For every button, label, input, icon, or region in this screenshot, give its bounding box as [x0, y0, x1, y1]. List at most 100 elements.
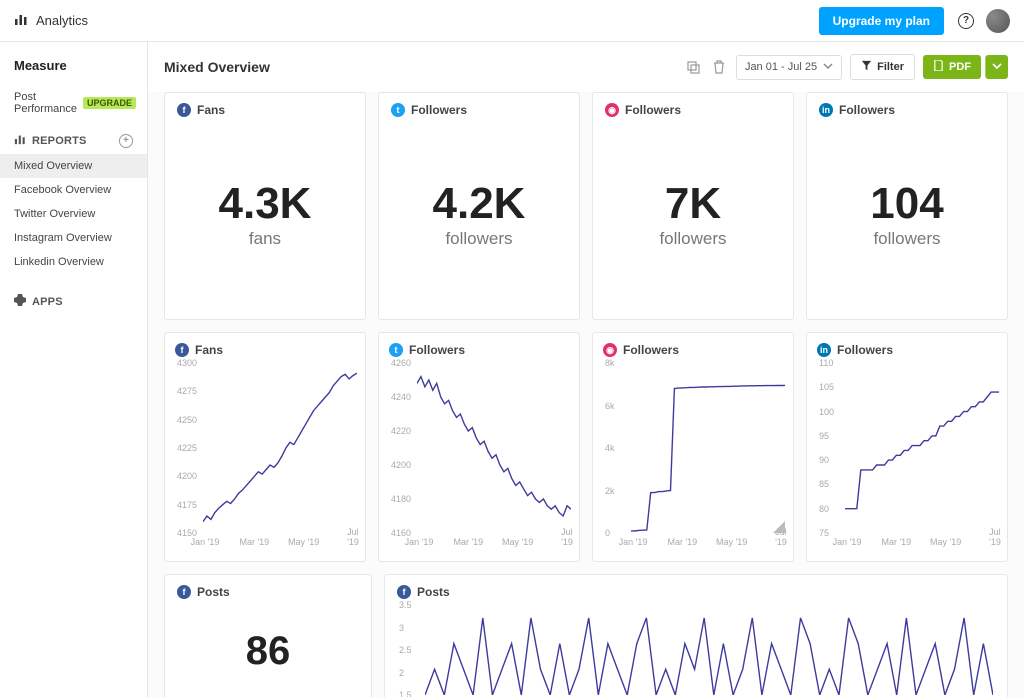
- fb-icon: f: [177, 103, 191, 117]
- delete-icon[interactable]: [710, 58, 728, 76]
- stat-value: 4.2K: [433, 179, 526, 229]
- y-tick-label: 4220: [391, 426, 411, 436]
- y-tick-label: 105: [819, 382, 834, 392]
- sidebar-reports-heading[interactable]: REPORTS +: [0, 127, 147, 154]
- analytics-icon: [14, 12, 28, 29]
- chart-title: Followers: [623, 343, 679, 357]
- y-tick-label: 80: [819, 504, 829, 514]
- x-tick-label: Jan '19: [619, 537, 648, 547]
- y-tick-label: 4k: [605, 443, 615, 453]
- y-tick-label: 4225: [177, 443, 197, 453]
- sidebar-reports-label: REPORTS: [32, 135, 87, 147]
- y-tick-label: 1.5: [399, 690, 412, 697]
- x-tick-label: May '19: [502, 537, 533, 547]
- sidebar-item-linkedin-overview[interactable]: Linkedin Overview: [0, 250, 147, 274]
- upgrade-plan-button[interactable]: Upgrade my plan: [819, 7, 944, 35]
- stat-value: 7K: [665, 179, 721, 229]
- y-tick-label: 3: [399, 623, 404, 633]
- filter-button[interactable]: Filter: [850, 54, 915, 80]
- alert-badge-icon: [773, 521, 785, 533]
- y-tick-label: 4175: [177, 500, 197, 510]
- y-tick-label: 2: [399, 668, 404, 678]
- y-tick-label: 0: [605, 528, 610, 538]
- ig-chart-card: ◉Followers8k6k4k2k0Jan '19Mar '19May '19…: [592, 332, 794, 562]
- y-tick-label: 4250: [177, 415, 197, 425]
- stat-title: Followers: [411, 103, 467, 117]
- page-title: Mixed Overview: [164, 59, 270, 75]
- tw-icon: t: [389, 343, 403, 357]
- y-tick-label: 4200: [177, 471, 197, 481]
- ig-icon: ◉: [603, 343, 617, 357]
- stat-title: Followers: [839, 103, 895, 117]
- filter-icon: [861, 60, 872, 74]
- y-tick-label: 4240: [391, 392, 411, 402]
- filter-label: Filter: [877, 61, 904, 73]
- stat-label: followers: [659, 229, 726, 249]
- brand: Analytics: [14, 12, 88, 29]
- x-tick-label: Mar '19: [881, 537, 911, 547]
- sidebar-post-performance[interactable]: Post Performance UPGRADE: [0, 85, 147, 121]
- reports-icon: [14, 133, 26, 148]
- y-tick-label: 75: [819, 528, 829, 538]
- x-tick-label: May '19: [930, 537, 961, 547]
- date-range-picker[interactable]: Jan 01 - Jul 25: [736, 55, 842, 80]
- posts-chart-card: f Posts 3.532.521.5: [384, 574, 1008, 697]
- stat-value: 104: [870, 179, 943, 229]
- li-icon: in: [817, 343, 831, 357]
- fb-chart-card: fFans4300427542504225420041754150Jan '19…: [164, 332, 366, 562]
- li-icon: in: [819, 103, 833, 117]
- upgrade-badge: UPGRADE: [83, 97, 136, 109]
- posts-stat-title: Posts: [197, 585, 230, 599]
- y-tick-label: 6k: [605, 401, 615, 411]
- posts-chart-title: Posts: [417, 585, 450, 599]
- x-tick-label: Jan '19: [191, 537, 220, 547]
- sidebar-item-instagram-overview[interactable]: Instagram Overview: [0, 226, 147, 250]
- apps-icon: [14, 294, 26, 309]
- sidebar-item-twitter-overview[interactable]: Twitter Overview: [0, 202, 147, 226]
- export-pdf-button[interactable]: PDF: [923, 55, 981, 79]
- sidebar-apps-label: APPS: [32, 296, 63, 308]
- sidebar-item-facebook-overview[interactable]: Facebook Overview: [0, 178, 147, 202]
- chart-title: Fans: [195, 343, 223, 357]
- export-pdf-caret[interactable]: [985, 55, 1008, 79]
- x-tick-label: May '19: [716, 537, 747, 547]
- posts-stat-card: f Posts 86: [164, 574, 372, 697]
- y-tick-label: 110: [819, 358, 833, 368]
- stat-label: fans: [249, 229, 281, 249]
- y-tick-label: 4180: [391, 494, 411, 504]
- y-tick-label: 2k: [605, 486, 615, 496]
- facebook-icon: f: [177, 585, 191, 599]
- posts-stat-value: 86: [177, 629, 359, 674]
- fb-icon: f: [175, 343, 189, 357]
- y-tick-label: 4260: [391, 358, 411, 368]
- x-tick-label: Mar '19: [453, 537, 483, 547]
- y-tick-label: 90: [819, 455, 829, 465]
- add-report-icon[interactable]: +: [119, 134, 133, 148]
- topbar: Analytics Upgrade my plan ?: [0, 0, 1024, 42]
- li-chart-card: inFollowers1101051009590858075Jan '19Mar…: [806, 332, 1008, 562]
- duplicate-icon[interactable]: [684, 58, 702, 76]
- facebook-icon: f: [397, 585, 411, 599]
- ig-icon: ◉: [605, 103, 619, 117]
- y-tick-label: 4300: [177, 358, 197, 368]
- tw-stat-card: tFollowers4.2Kfollowers: [378, 92, 580, 320]
- y-tick-label: 95: [819, 431, 829, 441]
- y-tick-label: 2.5: [399, 645, 412, 655]
- pdf-icon: [933, 60, 944, 74]
- stat-label: followers: [873, 229, 940, 249]
- stat-value: 4.3K: [219, 179, 312, 229]
- help-icon[interactable]: ?: [958, 13, 974, 29]
- ig-stat-card: ◉Followers7Kfollowers: [592, 92, 794, 320]
- brand-title: Analytics: [36, 13, 88, 28]
- sidebar-item-mixed-overview[interactable]: Mixed Overview: [0, 154, 147, 178]
- chart-title: Followers: [409, 343, 465, 357]
- y-tick-label: 4200: [391, 460, 411, 470]
- li-stat-card: in Followers 104followers: [806, 92, 1008, 320]
- sidebar-apps-heading[interactable]: APPS: [0, 288, 147, 315]
- avatar[interactable]: [986, 9, 1010, 33]
- pdf-label: PDF: [949, 61, 971, 73]
- y-tick-label: 85: [819, 479, 829, 489]
- chevron-down-icon: [823, 61, 833, 74]
- tw-icon: t: [391, 103, 405, 117]
- sidebar-post-performance-label: Post Performance: [14, 91, 77, 115]
